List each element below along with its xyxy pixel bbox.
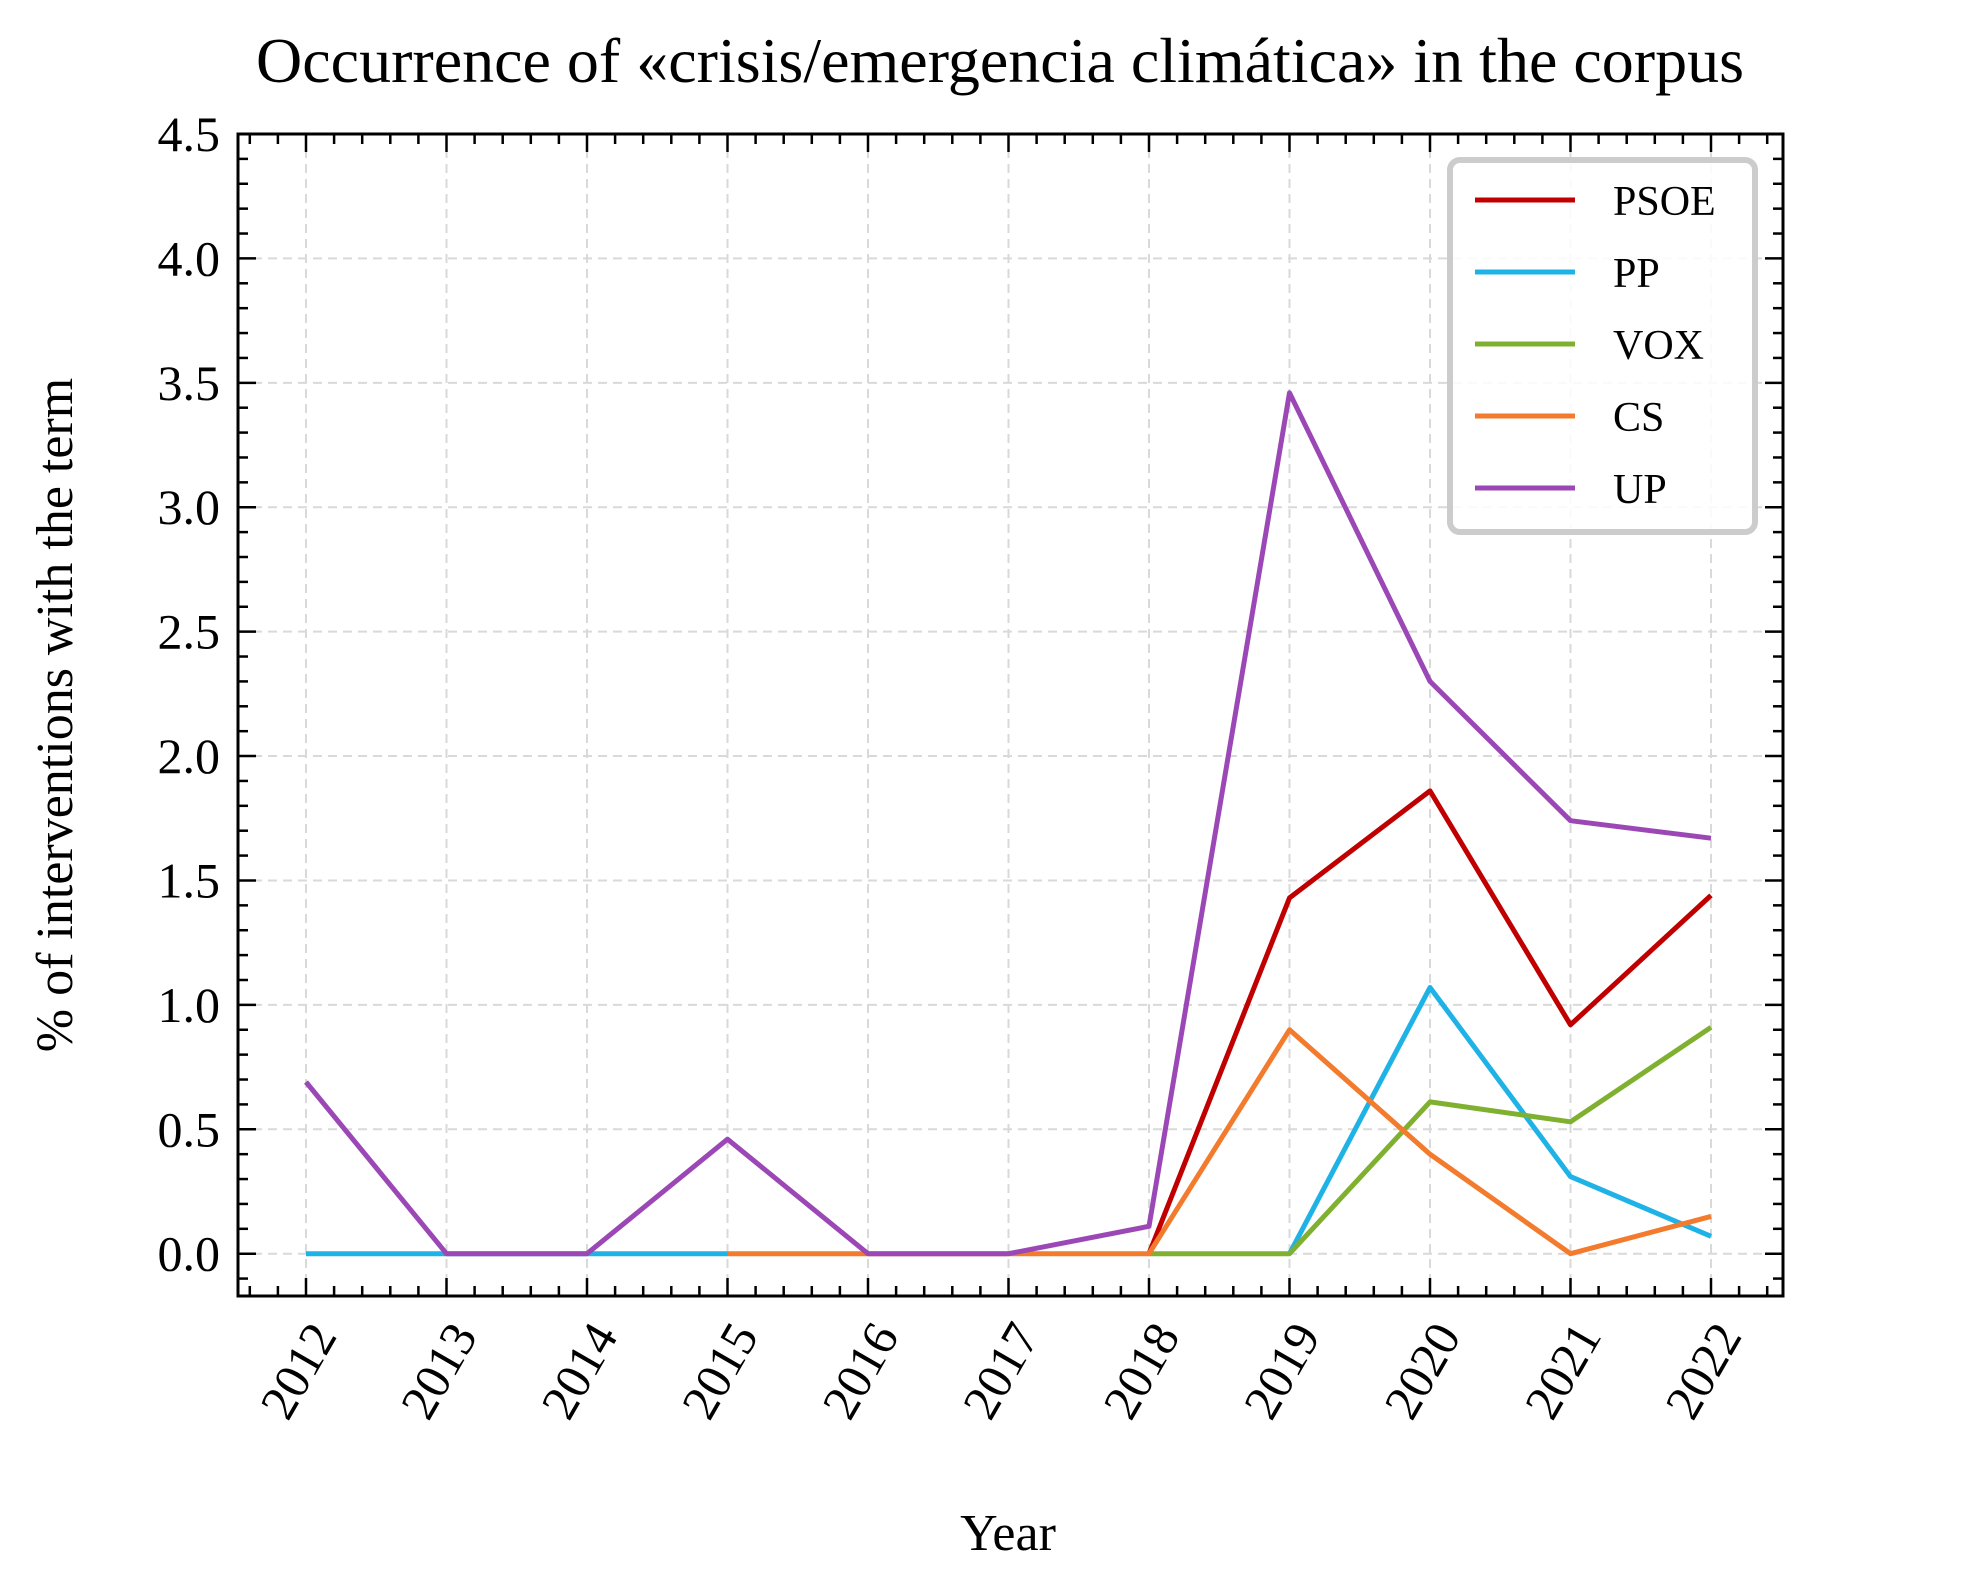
legend-label-up: UP bbox=[1613, 467, 1667, 513]
ticks bbox=[238, 132, 1783, 1296]
y-axis-label: % of interventions with the term bbox=[27, 378, 84, 1052]
x-tick-label: 2017 bbox=[951, 1313, 1049, 1428]
legend-box bbox=[1447, 157, 1758, 535]
series-line-cs bbox=[727, 1027, 1712, 1257]
y-tick-label: 0.5 bbox=[158, 1101, 221, 1157]
y-tick-label: 3.0 bbox=[158, 479, 221, 535]
x-tick-label: 2020 bbox=[1373, 1313, 1471, 1428]
x-tick-label: 2012 bbox=[249, 1313, 347, 1428]
x-tick-label: 2016 bbox=[811, 1313, 909, 1428]
legend: PSOE PP VOX CS UP bbox=[1447, 157, 1758, 535]
x-axis-label: Year bbox=[960, 1505, 1056, 1562]
series-line-psoe bbox=[1146, 788, 1713, 1255]
legend-label-psoe: PSOE bbox=[1613, 179, 1716, 225]
y-tick-label: 1.0 bbox=[158, 977, 221, 1033]
legend-label-vox: VOX bbox=[1613, 323, 1704, 369]
y-tick-label: 4.0 bbox=[158, 230, 221, 286]
x-tick-label: 2022 bbox=[1654, 1313, 1752, 1428]
x-tick-label: 2015 bbox=[670, 1313, 768, 1428]
y-tick-label: 1.5 bbox=[158, 852, 221, 908]
x-tick-label: 2021 bbox=[1513, 1313, 1611, 1428]
y-tick-label: 2.0 bbox=[158, 728, 221, 784]
chart-title: Occurrence of «crisis/emergencia climáti… bbox=[256, 25, 1744, 96]
legend-label-pp: PP bbox=[1613, 251, 1660, 297]
y-tick-label: 2.5 bbox=[158, 604, 221, 660]
axes bbox=[236, 132, 1785, 1298]
y-tick-label: 4.5 bbox=[158, 106, 221, 162]
x-tick-label: 2018 bbox=[1092, 1313, 1190, 1428]
y-tick-label: 3.5 bbox=[158, 355, 221, 411]
x-tick-label: 2014 bbox=[530, 1313, 628, 1428]
series-line-vox bbox=[1149, 1025, 1713, 1257]
x-tick-label: 2013 bbox=[389, 1313, 487, 1428]
legend-label-cs: CS bbox=[1613, 395, 1664, 441]
y-tick-label: 0.0 bbox=[158, 1226, 221, 1282]
x-tick-label: 2019 bbox=[1232, 1313, 1330, 1428]
series-line-up bbox=[304, 390, 1712, 1257]
plot-frame bbox=[236, 132, 1785, 1298]
series-lines bbox=[304, 390, 1713, 1257]
